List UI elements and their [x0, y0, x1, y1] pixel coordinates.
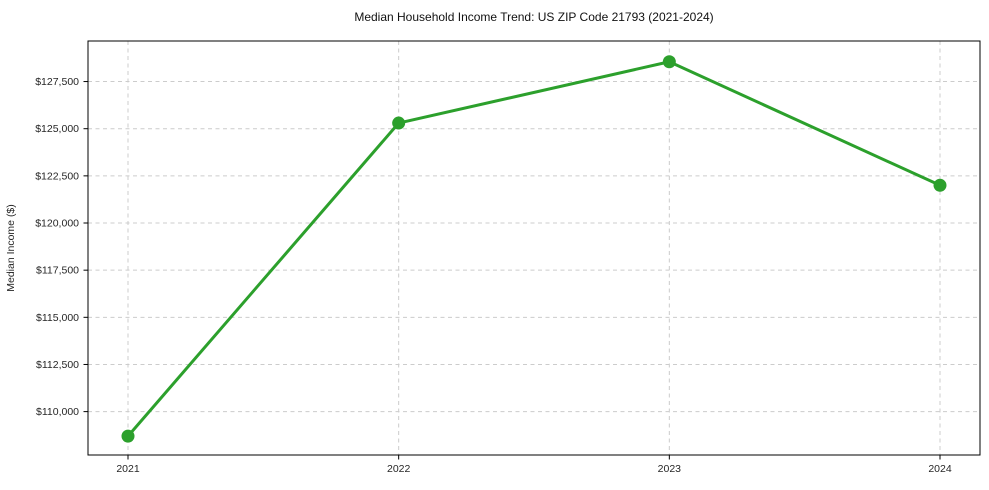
- data-series-layer: [121, 55, 947, 443]
- x-tick-label: 2024: [928, 463, 952, 475]
- trend-line: [126, 60, 942, 438]
- chart-title: Median Household Income Trend: US ZIP Co…: [354, 10, 713, 24]
- plot-border: [87, 40, 981, 456]
- data-point-marker: [933, 178, 947, 192]
- x-tick-label: 2023: [658, 463, 682, 475]
- y-tick-label: $117,500: [36, 265, 79, 277]
- data-point-marker: [121, 429, 135, 443]
- y-tick-label: $122,500: [35, 170, 79, 182]
- y-tick-label: $125,000: [35, 123, 79, 135]
- data-point-marker: [392, 116, 406, 130]
- y-tick-label: $115,000: [36, 312, 79, 324]
- x-tick-label: 2021: [116, 463, 140, 475]
- gridlines-layer: [88, 41, 980, 455]
- ticks-layer: $110,000 $112,500 $115,000 $117,500 $120,000…: [35, 76, 952, 475]
- y-tick-label: $120,000: [35, 218, 79, 230]
- y-tick-label: $112,500: [36, 359, 79, 371]
- y-tick-label: $110,000: [36, 406, 79, 418]
- y-axis-label: Median Income ($): [5, 204, 17, 292]
- y-tick-label: $127,500: [35, 76, 79, 88]
- data-point-marker: [662, 55, 676, 69]
- x-tick-label: 2022: [387, 463, 411, 475]
